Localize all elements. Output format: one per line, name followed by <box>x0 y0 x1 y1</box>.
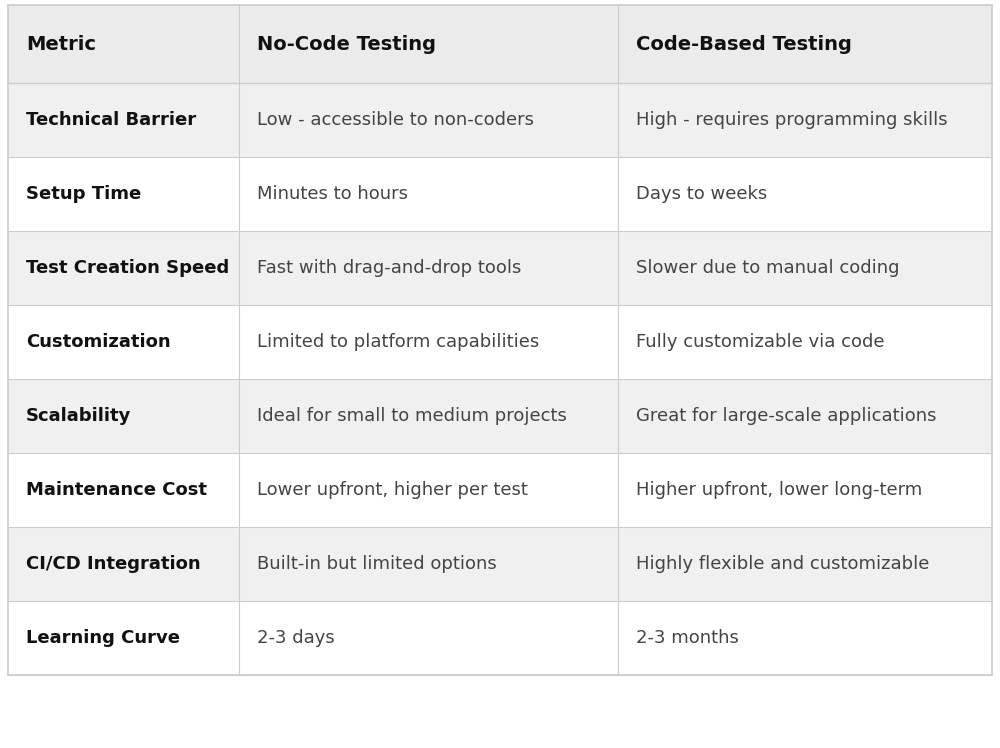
Text: Highly flexible and customizable: Highly flexible and customizable <box>636 555 929 573</box>
Text: Scalability: Scalability <box>26 407 131 425</box>
Text: Setup Time: Setup Time <box>26 185 141 203</box>
Bar <box>8 5 239 83</box>
Text: Low - accessible to non-coders: Low - accessible to non-coders <box>257 111 534 129</box>
Text: Test Creation Speed: Test Creation Speed <box>26 259 229 277</box>
Bar <box>8 83 992 157</box>
Text: CI/CD Integration: CI/CD Integration <box>26 555 201 573</box>
Text: Minutes to hours: Minutes to hours <box>257 185 408 203</box>
Bar <box>8 157 992 231</box>
Text: No-Code Testing: No-Code Testing <box>257 34 436 54</box>
Text: Great for large-scale applications: Great for large-scale applications <box>636 407 937 425</box>
Bar <box>239 5 618 83</box>
Text: Slower due to manual coding: Slower due to manual coding <box>636 259 900 277</box>
Text: Fully customizable via code: Fully customizable via code <box>636 333 885 351</box>
Text: Metric: Metric <box>26 34 96 54</box>
Bar <box>8 379 992 453</box>
Text: High - requires programming skills: High - requires programming skills <box>636 111 948 129</box>
Bar <box>8 601 992 675</box>
Text: Learning Curve: Learning Curve <box>26 629 180 647</box>
Bar <box>8 453 992 527</box>
Text: Ideal for small to medium projects: Ideal for small to medium projects <box>257 407 567 425</box>
Bar <box>618 5 992 83</box>
Bar <box>8 527 992 601</box>
Text: Days to weeks: Days to weeks <box>636 185 767 203</box>
Text: Limited to platform capabilities: Limited to platform capabilities <box>257 333 539 351</box>
Text: 2-3 days: 2-3 days <box>257 629 335 647</box>
Bar <box>8 231 992 305</box>
Text: Built-in but limited options: Built-in but limited options <box>257 555 497 573</box>
Bar <box>8 305 992 379</box>
Text: Code-Based Testing: Code-Based Testing <box>636 34 852 54</box>
Text: Customization: Customization <box>26 333 171 351</box>
Text: Technical Barrier: Technical Barrier <box>26 111 196 129</box>
Text: 2-3 months: 2-3 months <box>636 629 739 647</box>
Text: Higher upfront, lower long-term: Higher upfront, lower long-term <box>636 481 922 499</box>
Text: Maintenance Cost: Maintenance Cost <box>26 481 207 499</box>
Text: Lower upfront, higher per test: Lower upfront, higher per test <box>257 481 528 499</box>
Text: Fast with drag-and-drop tools: Fast with drag-and-drop tools <box>257 259 522 277</box>
